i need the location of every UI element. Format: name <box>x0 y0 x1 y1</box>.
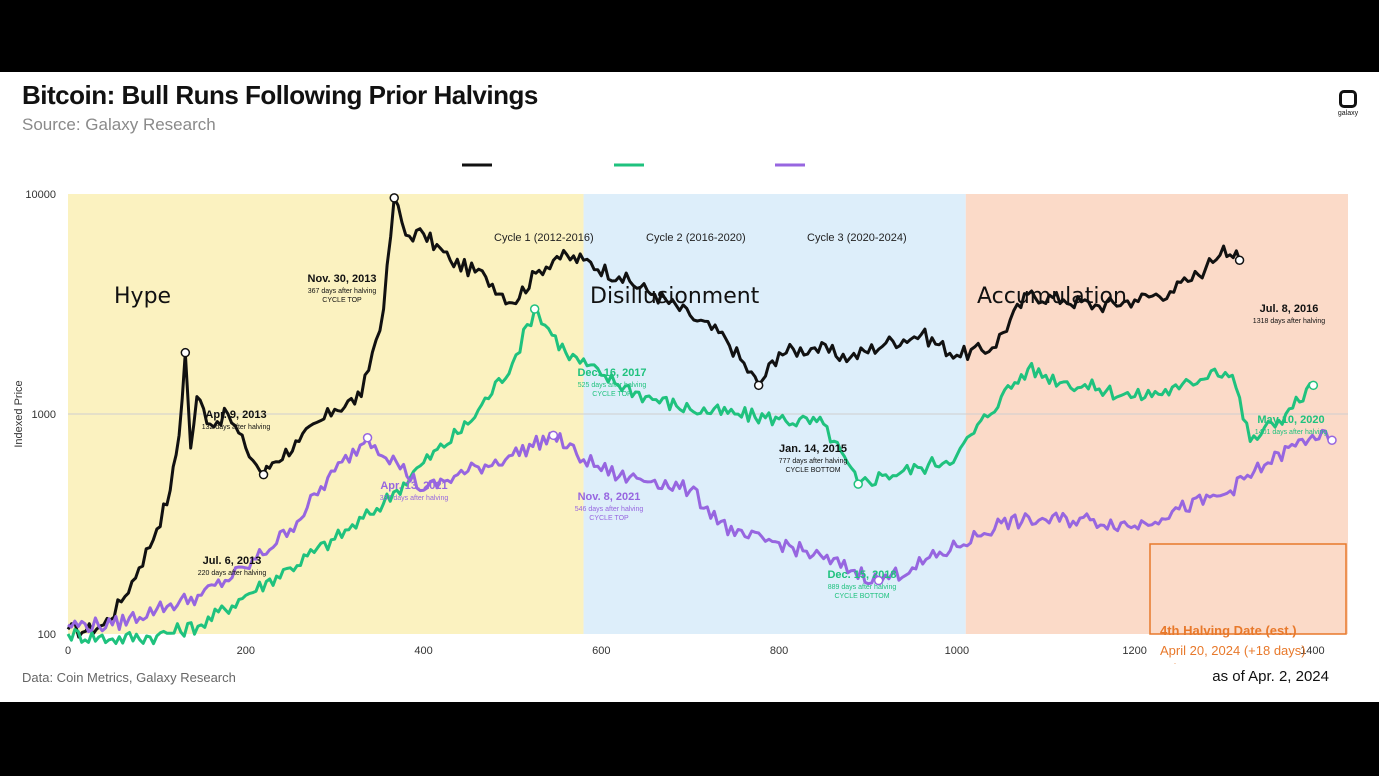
halving-date-title: 4th Halving Date (est.) <box>1160 623 1297 638</box>
annotation-marker <box>362 432 373 443</box>
series-line-cycle-3 <box>67 428 1333 634</box>
annotation-date: Jul. 8, 2016 <box>1260 303 1319 315</box>
annotation-marker <box>389 193 399 203</box>
annotation-marker <box>853 479 863 489</box>
annotation-marker <box>258 469 269 480</box>
annotation-marker <box>180 347 191 358</box>
annotation-date: Jan. 14, 2015 <box>779 443 847 455</box>
legend-item: Cycle 3 (2020-2024) <box>807 232 907 244</box>
galaxy-logo-icon <box>1339 90 1357 108</box>
annotation-date: Apr. 13, 2021 <box>380 480 447 492</box>
phase-label-hype: Hype <box>114 284 171 309</box>
annotation-note: 367 days after halving <box>308 288 377 295</box>
annotation-marker <box>1234 255 1245 265</box>
x-tick-label: 1000 <box>945 645 969 657</box>
galaxy-logo-text: galaxy <box>1337 110 1359 117</box>
annotation-note: CYCLE BOTTOM <box>834 593 889 600</box>
annotation-note: 1401 days after halving <box>1255 429 1327 436</box>
cycle-total-title: 3rd cycle total (est.) <box>1160 662 1278 664</box>
chart-title: Bitcoin: Bull Runs Following Prior Halvi… <box>22 80 538 110</box>
annotation-note: 1318 days after halving <box>1253 318 1325 325</box>
legend-item: Cycle 1 (2012-2016) <box>494 232 594 244</box>
annotation-date: Nov. 30, 2013 <box>308 273 377 285</box>
series-line-cycle-1 <box>66 196 1242 639</box>
annotation-date: Apr. 9, 2013 <box>205 409 266 421</box>
annotation-marker <box>1308 380 1319 391</box>
annotation-note: 337 days after halving <box>380 495 449 502</box>
annotation-date: May 10, 2020 <box>1257 414 1324 426</box>
annotation-note: CYCLE TOP <box>322 297 362 304</box>
as-of-date: as of Apr. 2, 2024 <box>1212 668 1329 685</box>
annotation-note: 525 days after halving <box>578 382 647 389</box>
x-tick-label: 1200 <box>1122 645 1146 657</box>
legend-item: Cycle 2 (2016-2020) <box>646 232 746 244</box>
series-line-cycle-2 <box>66 307 1314 646</box>
x-tick-label: 0 <box>65 645 71 657</box>
annotation-marker <box>753 380 764 391</box>
annotation-date: Dec. 16, 2017 <box>577 367 646 379</box>
annotation-note: CYCLE TOP <box>589 515 629 522</box>
annotation-note: 777 days after halving <box>779 458 848 465</box>
annotation-note: 889 days after halving <box>828 584 897 591</box>
annotation-marker <box>529 304 540 314</box>
annotation-date: Dec. 15, 2018 <box>827 569 896 581</box>
annotation-note: 546 days after halving <box>575 506 644 513</box>
x-tick-label: 200 <box>237 645 255 657</box>
annotation-note: CYCLE TOP <box>592 391 632 398</box>
chart-subtitle: Source: Galaxy Research <box>22 115 216 134</box>
y-tick-label: 100 <box>38 629 56 641</box>
annotation-note: 132 days after halving <box>202 424 271 431</box>
y-tick-label: 10000 <box>25 189 56 201</box>
annotation-date: Nov. 8, 2021 <box>578 491 641 503</box>
annotation-note: 220 days after halving <box>198 570 267 577</box>
halving-date-value: April 20, 2024 (+18 days) <box>1160 643 1306 658</box>
data-source-note: Data: Coin Metrics, Galaxy Research <box>22 670 236 685</box>
annotation-marker <box>548 430 559 441</box>
x-tick-label: 800 <box>770 645 788 657</box>
chart-svg: Hype Disillusionment Accumulation100100010… <box>13 163 1348 664</box>
y-tick-label: 1000 <box>32 409 56 421</box>
x-tick-label: 1400 <box>1300 645 1324 657</box>
galaxy-logo: galaxy <box>1326 90 1370 117</box>
x-tick-label: 600 <box>592 645 610 657</box>
x-tick-label: 400 <box>414 645 432 657</box>
halving-info-box <box>1149 543 1347 635</box>
annotation-marker <box>1327 435 1337 445</box>
chart-panel: Bitcoin: Bull Runs Following Prior Halvi… <box>0 72 1379 702</box>
annotation-note: CYCLE BOTTOM <box>785 467 840 474</box>
y-axis-label: Indexed Price <box>13 380 25 447</box>
annotation-marker <box>873 575 884 586</box>
annotation-date: Jul. 6, 2013 <box>203 555 262 567</box>
